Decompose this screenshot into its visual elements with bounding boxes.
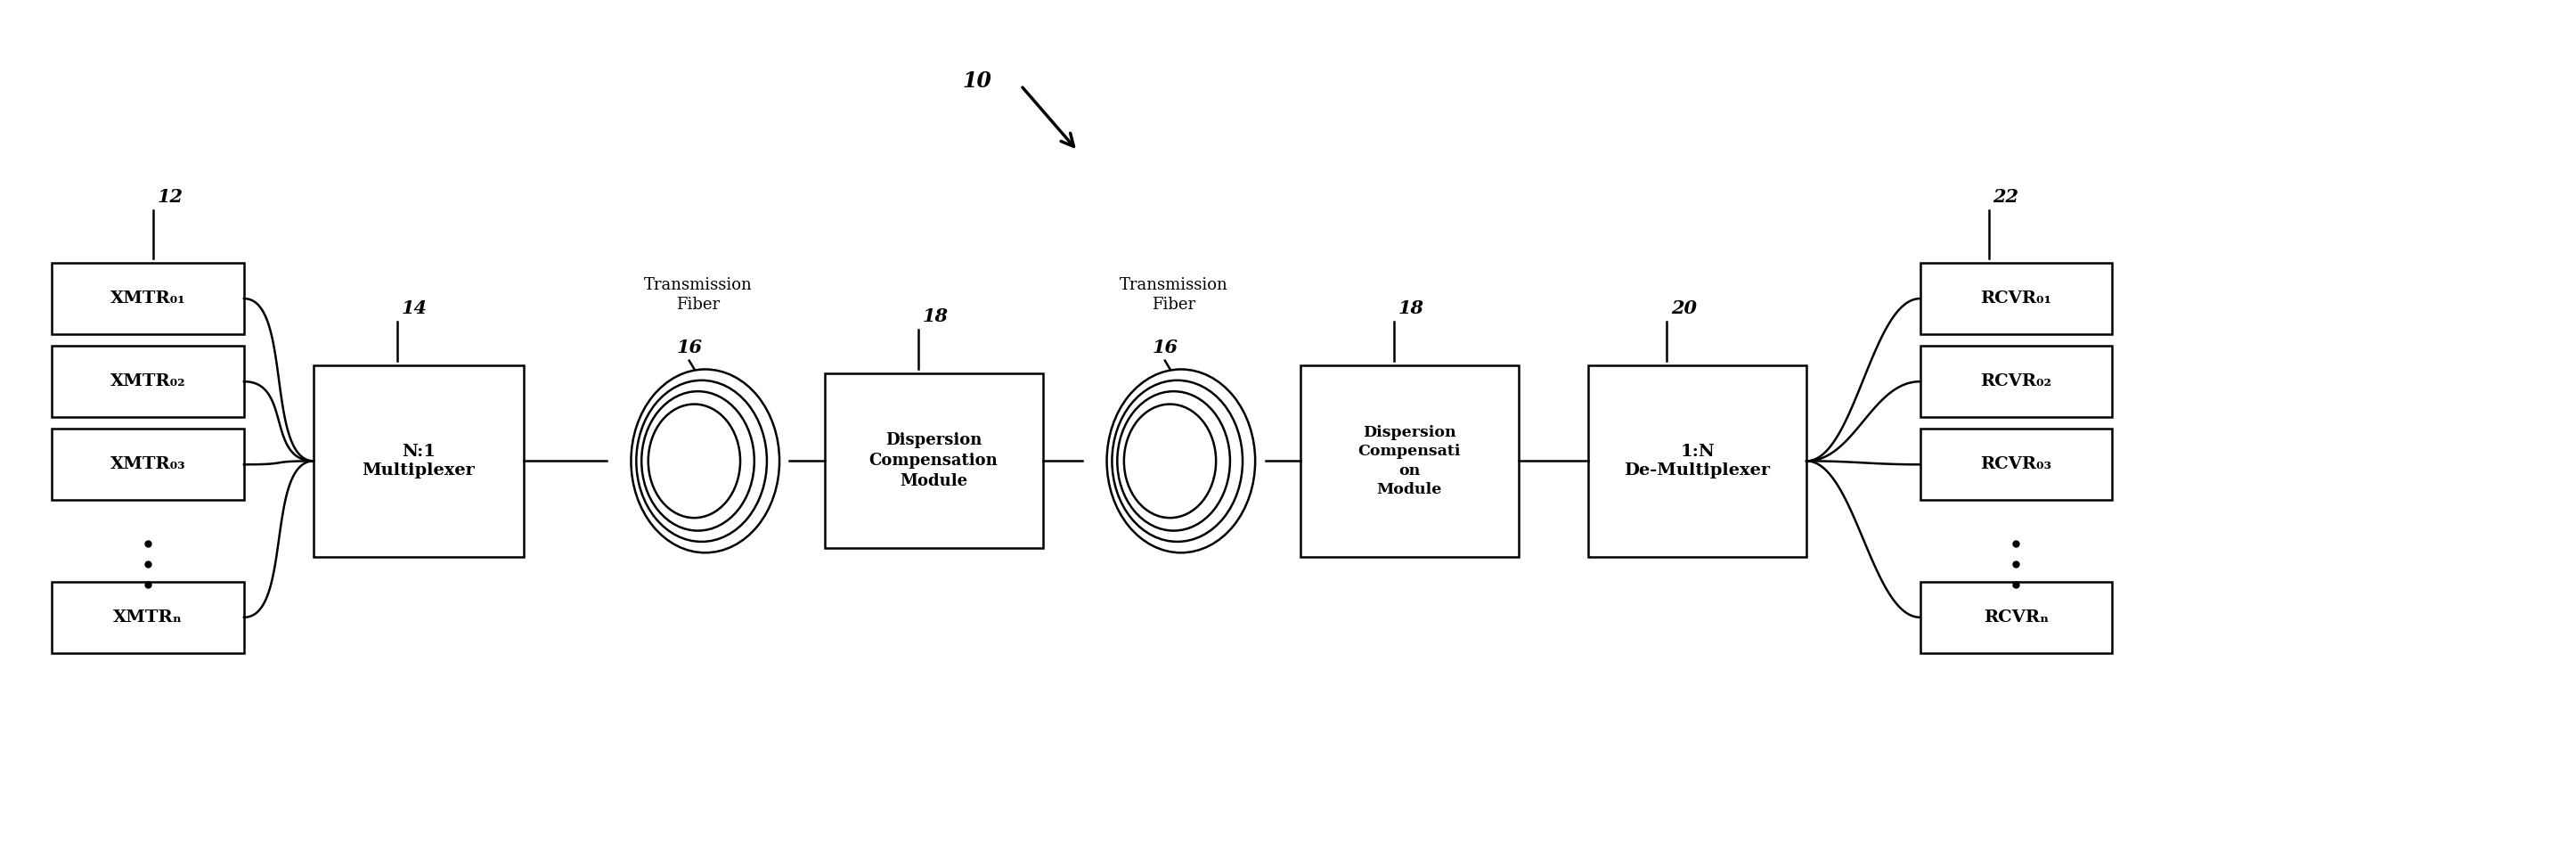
Text: XMTR₀₃: XMTR₀₃ — [111, 457, 185, 473]
FancyBboxPatch shape — [1919, 263, 2112, 335]
Text: Transmission
Fiber: Transmission Fiber — [644, 277, 752, 313]
Text: 18: 18 — [922, 308, 948, 326]
FancyBboxPatch shape — [1919, 428, 2112, 500]
FancyBboxPatch shape — [1919, 346, 2112, 417]
Text: 16: 16 — [677, 338, 703, 356]
Text: Dispersion
Compensation
Module: Dispersion Compensation Module — [868, 433, 997, 490]
Ellipse shape — [631, 369, 781, 552]
Text: 16: 16 — [1151, 338, 1177, 356]
Text: 10: 10 — [963, 70, 992, 92]
FancyBboxPatch shape — [52, 582, 245, 653]
Text: 18: 18 — [1399, 299, 1425, 317]
FancyBboxPatch shape — [1919, 582, 2112, 653]
Text: 14: 14 — [402, 299, 428, 317]
FancyBboxPatch shape — [1589, 365, 1806, 557]
Text: XMTRₙ: XMTRₙ — [113, 610, 183, 625]
Ellipse shape — [1123, 404, 1216, 518]
FancyBboxPatch shape — [314, 365, 523, 557]
Text: Dispersion
Compensati
on
Module: Dispersion Compensati on Module — [1358, 425, 1461, 498]
Text: XMTR₀₂: XMTR₀₂ — [111, 374, 185, 389]
Ellipse shape — [649, 404, 739, 518]
FancyBboxPatch shape — [1301, 365, 1517, 557]
FancyBboxPatch shape — [52, 263, 245, 335]
Ellipse shape — [1108, 369, 1255, 552]
FancyBboxPatch shape — [52, 346, 245, 417]
Text: 20: 20 — [1672, 299, 1698, 317]
Text: RCVRₙ: RCVRₙ — [1984, 610, 2048, 625]
FancyBboxPatch shape — [824, 374, 1043, 548]
Text: 1:N
De-Multiplexer: 1:N De-Multiplexer — [1625, 444, 1770, 479]
FancyBboxPatch shape — [52, 428, 245, 500]
Ellipse shape — [1118, 391, 1229, 531]
Text: RCVR₀₃: RCVR₀₃ — [1981, 457, 2050, 473]
Ellipse shape — [636, 381, 768, 542]
Text: N:1
Multiplexer: N:1 Multiplexer — [363, 444, 474, 479]
Text: RCVR₀₁: RCVR₀₁ — [1981, 290, 2050, 307]
Ellipse shape — [1113, 381, 1242, 542]
Text: RCVR₀₂: RCVR₀₂ — [1981, 374, 2050, 389]
Text: 12: 12 — [157, 188, 183, 206]
Text: Transmission
Fiber: Transmission Fiber — [1121, 277, 1229, 313]
Text: XMTR₀₁: XMTR₀₁ — [111, 290, 185, 307]
Text: 22: 22 — [1994, 188, 2020, 206]
Ellipse shape — [641, 391, 755, 531]
